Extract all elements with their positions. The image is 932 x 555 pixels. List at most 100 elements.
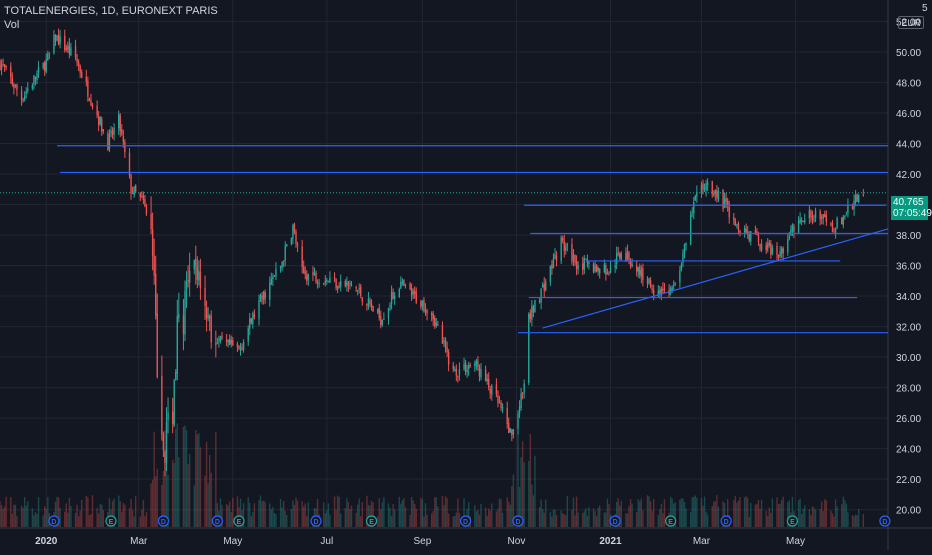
volume-indicator-label[interactable]: Vol xyxy=(4,19,20,31)
candle-body xyxy=(227,339,229,343)
earnings-marker[interactable] xyxy=(786,515,799,527)
candle-body xyxy=(99,116,101,125)
volume-bar xyxy=(437,506,439,527)
candle-body xyxy=(199,271,202,289)
candle-body xyxy=(282,260,285,262)
dividend-marker[interactable] xyxy=(459,515,472,527)
volume-bar xyxy=(372,502,374,527)
candle-body xyxy=(562,238,564,241)
volume-bar xyxy=(350,505,353,527)
candle-body xyxy=(599,269,601,274)
volume-bar xyxy=(99,503,101,527)
candle-body xyxy=(501,407,504,409)
volume-bar xyxy=(617,498,619,527)
dividend-marker[interactable] xyxy=(512,515,524,527)
volume-bar xyxy=(415,508,417,527)
volume-bar xyxy=(96,507,98,527)
candle-body xyxy=(563,241,565,251)
candle-body xyxy=(23,95,26,100)
candle-body xyxy=(511,429,513,436)
earnings-marker[interactable] xyxy=(105,515,117,527)
candle-body xyxy=(657,290,659,296)
candle-body xyxy=(389,304,391,308)
candle-body xyxy=(474,363,476,367)
candle-body xyxy=(804,219,806,223)
volume-bar xyxy=(824,499,826,527)
last-price-badge: 40.765 xyxy=(891,196,928,209)
dividend-marker[interactable] xyxy=(310,515,322,527)
candle-body xyxy=(229,338,231,345)
volume-bar xyxy=(756,503,758,527)
dividend-marker[interactable] xyxy=(157,515,170,527)
volume-bar xyxy=(383,497,385,527)
dividend-marker[interactable] xyxy=(609,515,621,527)
candle-body xyxy=(253,314,256,318)
event-marker-label: D xyxy=(51,519,56,526)
candle-body xyxy=(760,244,763,251)
dividend-marker[interactable] xyxy=(48,515,60,527)
volume-bar xyxy=(696,497,698,527)
volume-bar xyxy=(301,501,303,527)
candle-body xyxy=(381,320,384,325)
candle-body xyxy=(404,284,407,286)
candle-body xyxy=(822,214,824,219)
candle-body xyxy=(734,220,737,226)
candle-body xyxy=(443,340,445,343)
candle-body xyxy=(432,313,434,320)
candle-body xyxy=(800,220,803,222)
volume-bar xyxy=(649,501,652,527)
candle-body xyxy=(318,282,320,284)
volume-bar xyxy=(706,514,709,527)
volume-bar xyxy=(366,495,368,527)
volume-bar xyxy=(833,516,835,527)
volume-bar xyxy=(11,513,14,527)
candle-body xyxy=(555,255,558,261)
candle-body xyxy=(814,210,817,219)
price-tick-label: 52.00 xyxy=(896,17,921,28)
candle-body xyxy=(64,35,66,50)
symbol-title[interactable]: TOTALENERGIES, 1D, EURONEXT PARIS xyxy=(4,5,218,17)
event-marker-label: E xyxy=(790,519,795,526)
dividend-marker[interactable] xyxy=(211,515,223,527)
volume-bar xyxy=(306,516,308,527)
candle-body xyxy=(34,76,37,79)
volume-bar xyxy=(683,502,686,527)
volume-bar xyxy=(642,510,644,527)
candle-body xyxy=(165,422,168,463)
candle-body xyxy=(74,46,77,58)
currency-button[interactable]: EUR xyxy=(898,16,924,29)
candle-body xyxy=(412,290,414,295)
candle-body xyxy=(765,245,767,251)
earnings-marker[interactable] xyxy=(665,515,677,527)
candle-body xyxy=(441,324,444,344)
volume-bar xyxy=(108,498,111,527)
candle-body xyxy=(565,246,567,251)
candle-body xyxy=(813,219,815,221)
earnings-marker[interactable] xyxy=(233,515,245,527)
dividend-marker[interactable] xyxy=(720,515,732,527)
time-tick-label: 2021 xyxy=(599,536,622,547)
volume-bar xyxy=(293,504,296,527)
volume-bar xyxy=(133,516,135,527)
volume-bar xyxy=(87,497,89,527)
volume-bar xyxy=(68,497,71,527)
volume-bar xyxy=(207,483,209,527)
candle-body xyxy=(130,175,132,194)
volume-bar xyxy=(205,441,208,527)
earnings-marker[interactable] xyxy=(365,515,378,527)
volume-bar xyxy=(831,513,834,527)
candle-body xyxy=(538,300,541,302)
candle-body xyxy=(76,58,78,63)
volume-bar xyxy=(606,498,609,527)
dividend-marker[interactable] xyxy=(879,515,891,527)
candle-body xyxy=(0,64,3,71)
scale-menu-glyph[interactable]: 5 xyxy=(922,3,928,14)
volume-bar xyxy=(360,516,362,527)
candle-body xyxy=(131,192,134,194)
event-marker-label: D xyxy=(515,519,520,526)
volume-bar xyxy=(619,505,621,527)
candle-body xyxy=(284,245,286,261)
volume-bar xyxy=(663,499,666,527)
